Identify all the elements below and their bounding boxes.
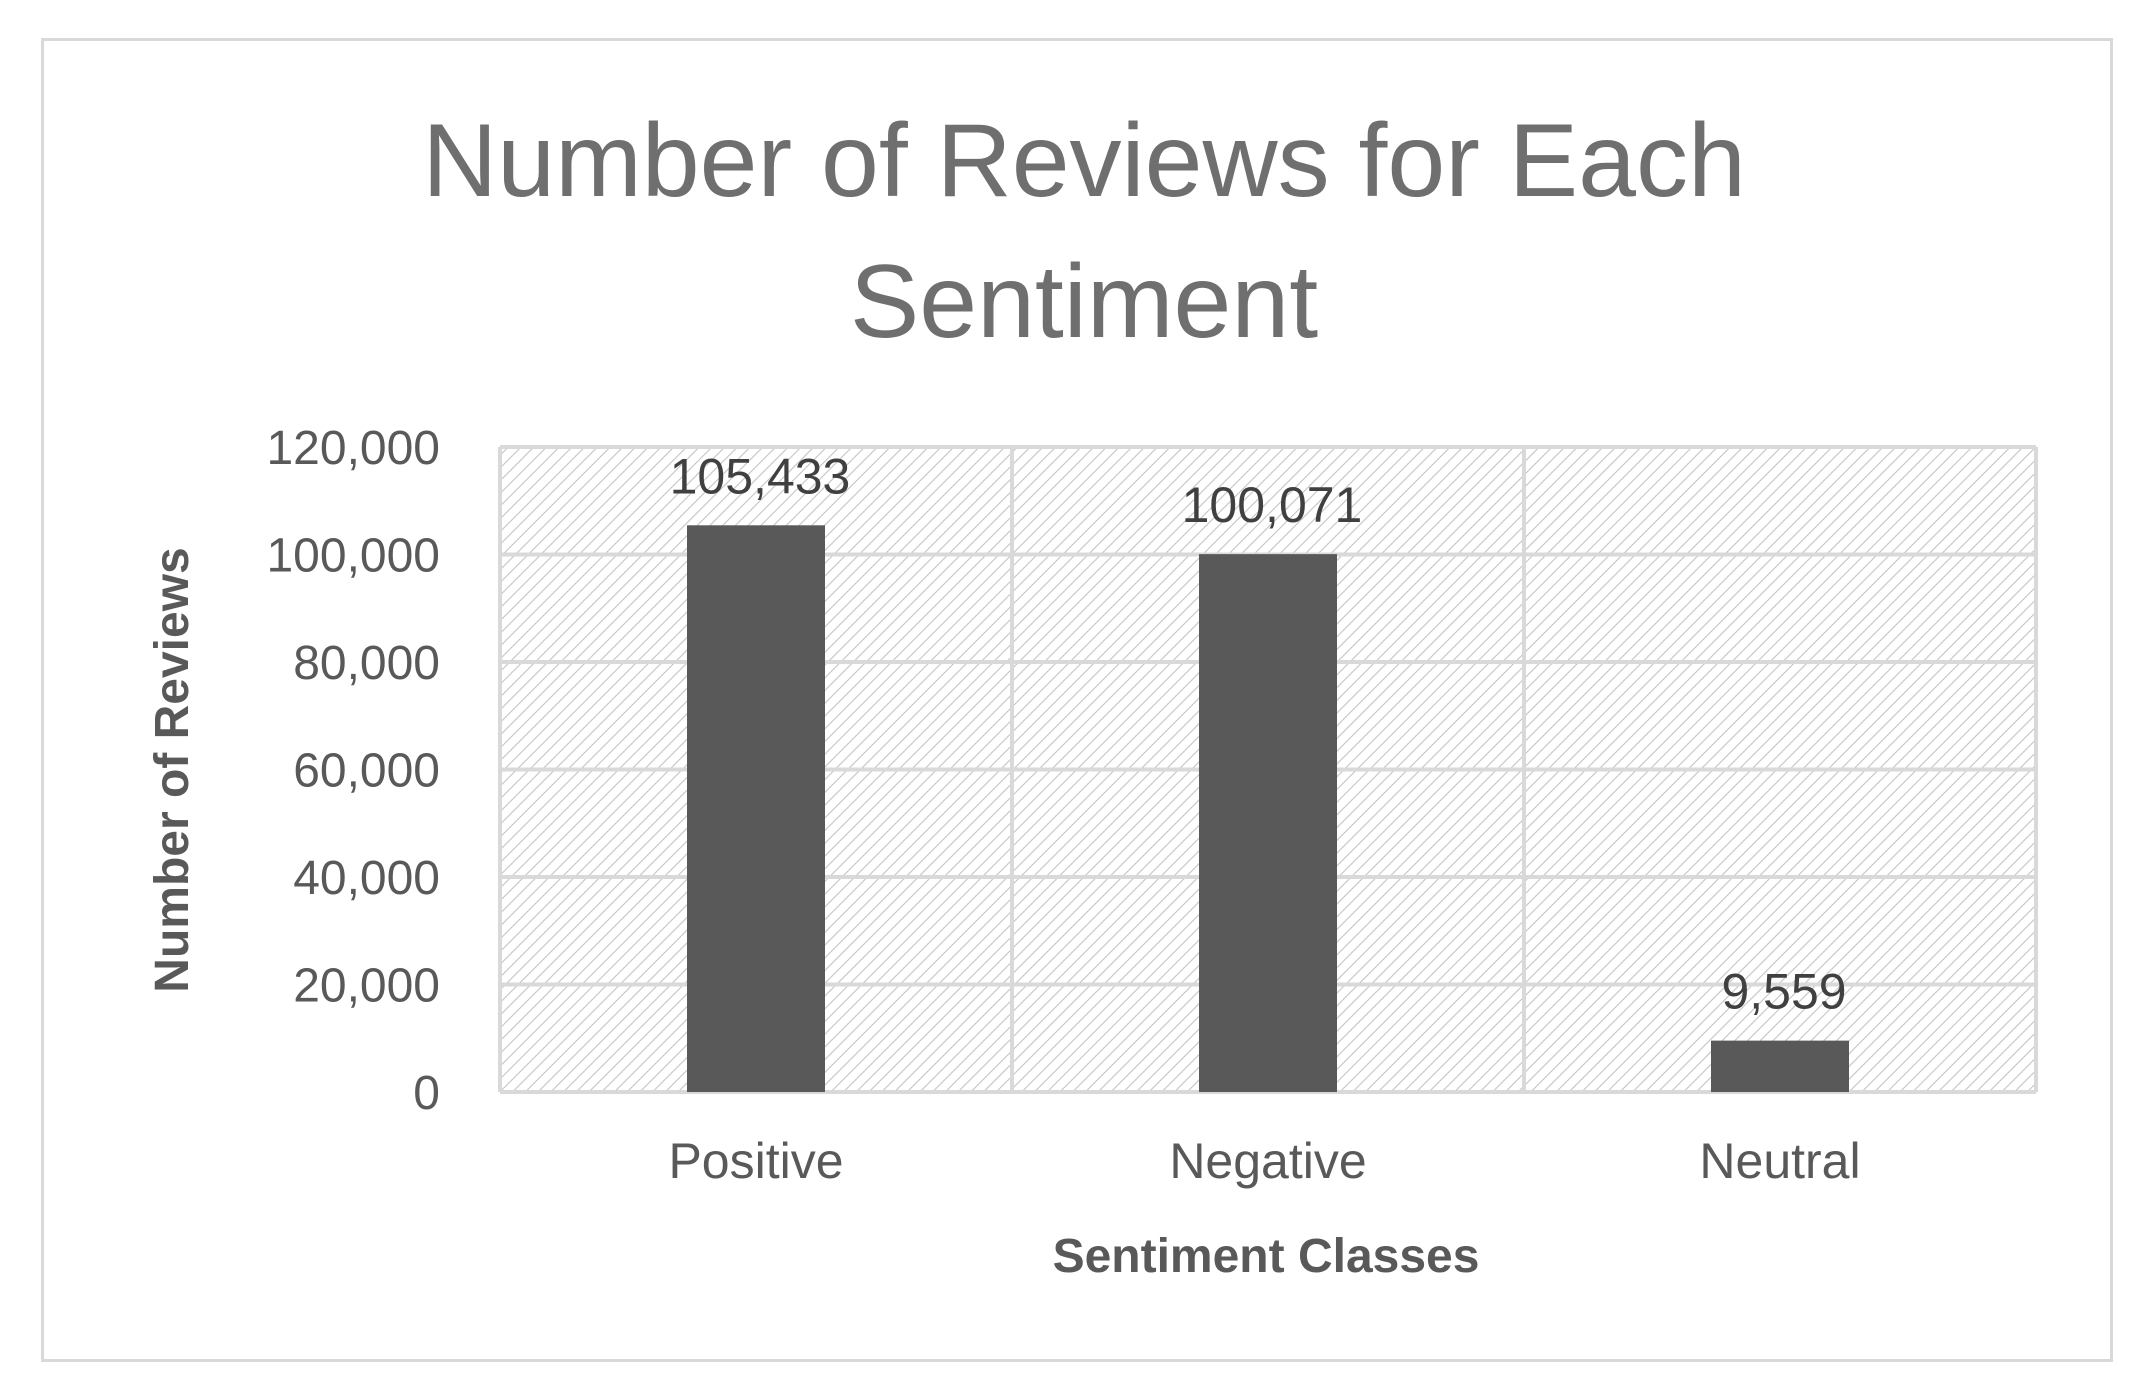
chart-title-line-1: Number of Reviews for Each <box>422 103 1746 219</box>
bar-positive <box>687 525 825 1092</box>
y-tick-label: 0 <box>413 1067 440 1120</box>
y-tick-label: 40,000 <box>293 852 440 905</box>
y-tick-label: 20,000 <box>293 960 440 1013</box>
bar-neutral <box>1711 1040 1849 1092</box>
y-tick-label: 100,000 <box>266 530 440 583</box>
y-axis-tick-labels: 0 20,000 40,000 60,000 80,000 100,000 120,000 <box>266 422 440 1120</box>
x-axis-title: Sentiment Classes <box>1053 1230 1480 1283</box>
chart-title-line-2: Sentiment <box>850 244 1318 360</box>
x-tick-label-negative: Negative <box>1169 1133 1366 1189</box>
data-labels: 105,433 100,071 9,559 <box>670 448 1847 1019</box>
data-label-positive: 105,433 <box>670 448 851 504</box>
bar-negative <box>1199 554 1337 1092</box>
x-tick-label-neutral: Neutral <box>1699 1133 1860 1189</box>
data-label-negative: 100,071 <box>1182 477 1363 533</box>
data-label-neutral: 9,559 <box>1721 964 1846 1020</box>
x-axis-category-labels: Positive Negative Neutral <box>668 1133 1860 1189</box>
x-tick-label-positive: Positive <box>668 1133 843 1189</box>
y-axis-title: Number of Reviews <box>146 547 199 992</box>
y-tick-label: 80,000 <box>293 637 440 690</box>
y-tick-label: 120,000 <box>266 422 440 475</box>
bars <box>687 525 1849 1092</box>
y-tick-label: 60,000 <box>293 745 440 798</box>
